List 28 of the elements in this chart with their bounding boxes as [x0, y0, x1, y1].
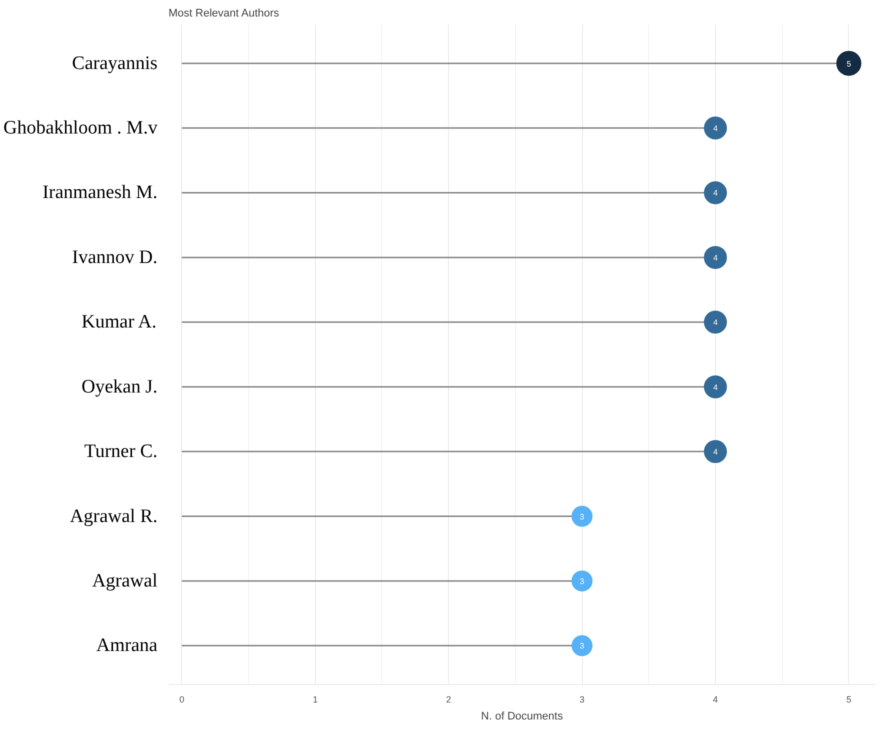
y-tick-label: Turner C.	[84, 441, 158, 462]
data-label: 4	[713, 448, 718, 457]
chart-title: Most Relevant Authors	[168, 8, 280, 20]
y-tick-label: Agrawal	[92, 570, 158, 592]
data-label: 4	[713, 253, 718, 262]
x-axis-title: N. of Documents	[481, 710, 564, 722]
x-tick-label: 2	[446, 694, 452, 704]
x-tick-label: 4	[712, 694, 718, 704]
data-label: 3	[580, 576, 585, 586]
y-tick-label: Ivannov D.	[72, 246, 158, 268]
y-tick-label: Ghobakhloom . M.v	[3, 118, 158, 139]
x-tick-label: 1	[312, 694, 318, 704]
x-tick-label: 5	[846, 694, 852, 704]
y-tick-label: Amrana	[96, 635, 158, 656]
y-tick-label: Agrawal R.	[70, 506, 158, 527]
data-label: 4	[713, 382, 718, 392]
y-tick-label: Oyekan J.	[82, 376, 158, 398]
y-tick-label: Iranmanesh M.	[42, 182, 158, 204]
data-label: 5	[846, 59, 852, 68]
data-label: 3	[580, 512, 585, 522]
data-label: 4	[713, 318, 718, 328]
data-label: 4	[713, 188, 718, 198]
data-label: 3	[580, 642, 585, 651]
data-label: 4	[713, 124, 718, 134]
y-tick-label: Carayannis	[72, 52, 158, 74]
x-tick-label: 0	[179, 694, 184, 704]
y-tick-label: Kumar A.	[82, 312, 156, 333]
x-tick-label: 3	[580, 694, 585, 704]
